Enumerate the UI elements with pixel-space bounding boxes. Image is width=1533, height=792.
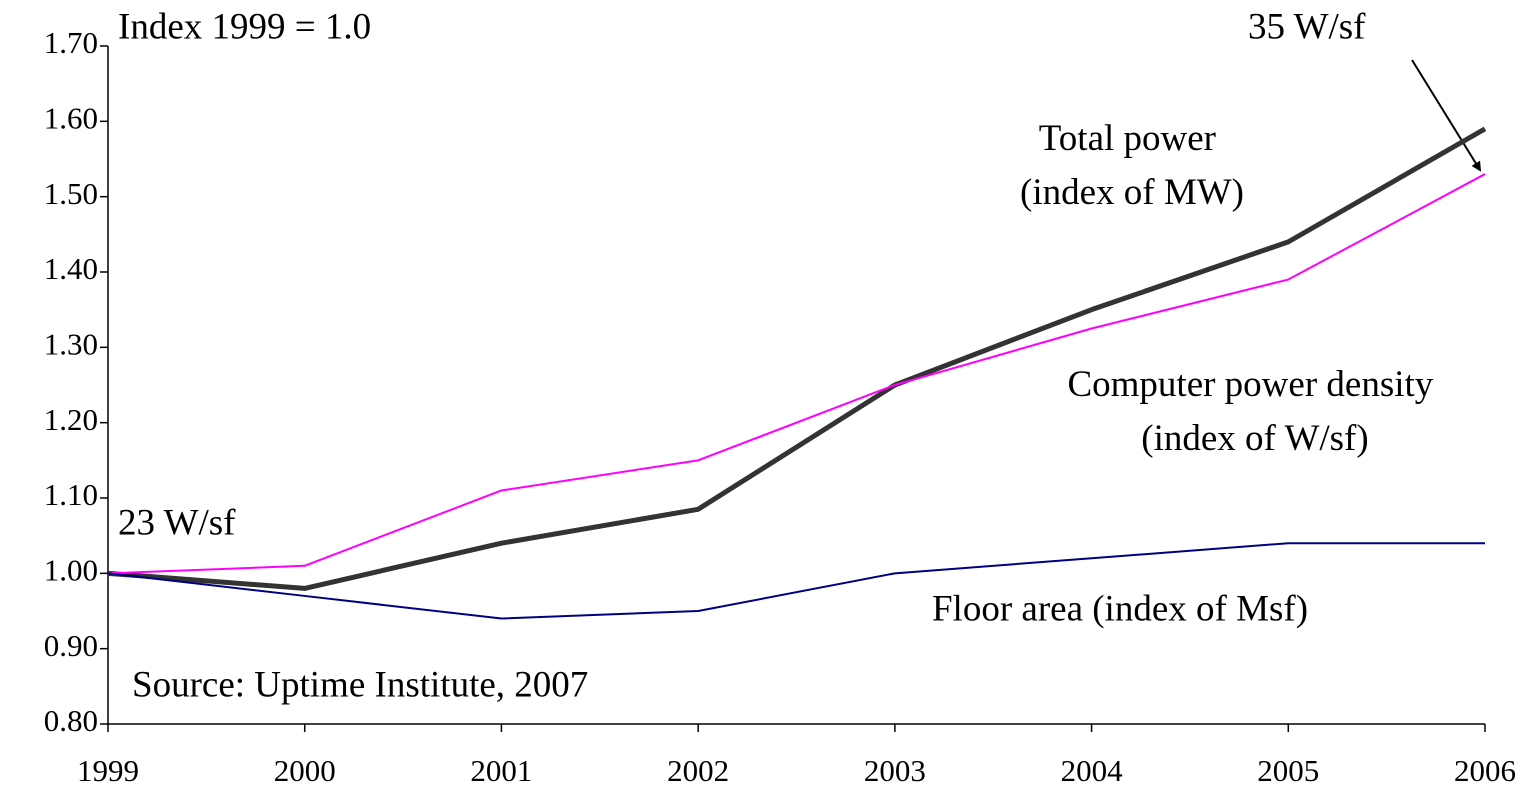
x-tick-label: 2001: [470, 753, 532, 788]
series-line: [107, 173, 1486, 575]
series-label: Total power (index of MW): [1020, 118, 1244, 213]
y-tick-label: 1.20: [44, 402, 98, 437]
annotation-arrow: [1411, 59, 1482, 172]
y-tick-label: 1.50: [44, 176, 98, 211]
y-tick-label: 1.10: [44, 477, 98, 512]
y-tick-label: 1.60: [44, 100, 98, 135]
x-tick-label: 1999: [77, 753, 139, 788]
annotation: 23 W/sf: [118, 502, 236, 543]
x-tick-label: 2002: [667, 753, 729, 788]
series-label: Computer power density (index of W/sf): [1067, 364, 1442, 459]
y-tick-label: 1.70: [44, 25, 98, 60]
y-tick-label: 1.00: [44, 552, 98, 587]
series-line: [107, 542, 1485, 620]
y-tick-label: 0.90: [44, 628, 98, 663]
series-label: Floor area (index of Msf): [932, 588, 1308, 629]
x-tick-label: 2004: [1061, 753, 1124, 788]
annotation: Source: Uptime Institute, 2007: [132, 664, 588, 705]
x-tick-label: 2000: [274, 753, 336, 788]
annotation: Index 1999 = 1.0: [118, 6, 371, 47]
y-tick-label: 0.80: [44, 703, 98, 738]
x-tick-label: 2003: [864, 753, 926, 788]
x-tick-label: 2006: [1454, 753, 1516, 788]
y-tick-label: 1.40: [44, 251, 98, 286]
x-tick-label: 2005: [1257, 753, 1319, 788]
series-line: [107, 126, 1487, 591]
y-tick-label: 1.30: [44, 326, 98, 361]
annotation: 35 W/sf: [1248, 6, 1366, 47]
